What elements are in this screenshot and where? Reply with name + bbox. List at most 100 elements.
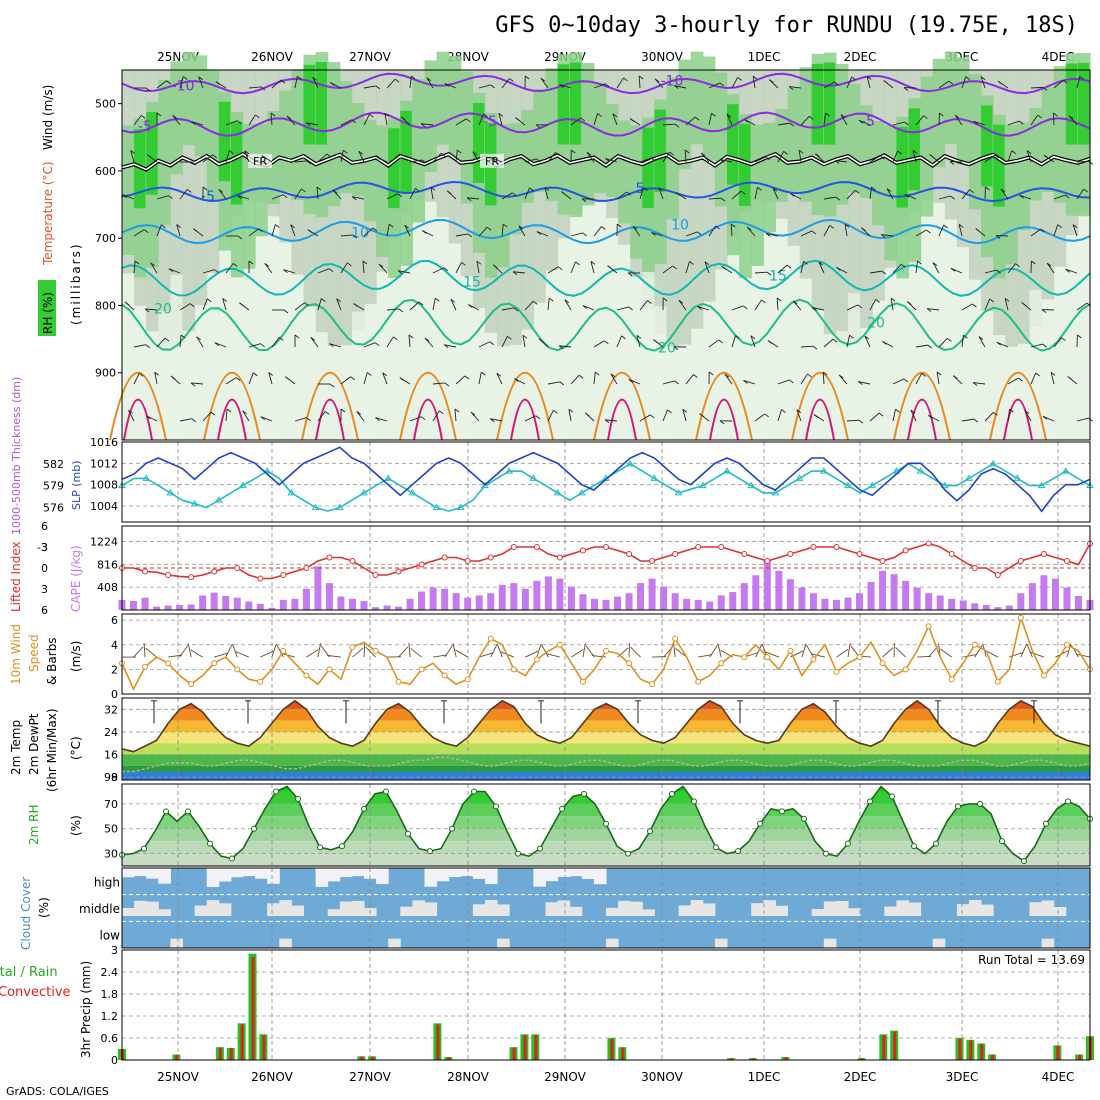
upper-wind-barb-flag: [466, 197, 472, 202]
upper-wind-barb-flag: [798, 149, 804, 154]
upper-wind-barb-flag: [582, 232, 587, 237]
upper-wind-barb-flag: [718, 339, 723, 344]
cape-bar: [786, 579, 794, 610]
rh-line-marker: [801, 815, 807, 822]
upper-wind-barb: [752, 76, 756, 89]
upper-wind-barb: [750, 335, 756, 348]
upper-wind-barb-flag: [166, 80, 171, 85]
warm-contour: [203, 372, 261, 441]
rh-band-green: [606, 104, 619, 197]
upper-wind-barb-flag: [720, 197, 726, 202]
warm-contour: [593, 372, 651, 441]
high-cloud-gap: [364, 868, 377, 879]
upper-wind-barb: [306, 122, 319, 126]
precip-tick: 2.4: [101, 966, 119, 979]
upper-wind-barb: [996, 341, 1009, 348]
upper-wind-barb-flag: [374, 342, 380, 347]
thickness-line-marker: [965, 474, 973, 481]
warm-contour: [399, 372, 457, 441]
upper-wind-barb-flag: [1042, 343, 1047, 348]
upper-wind-barb: [384, 113, 388, 126]
upper-wind-barb-flag: [507, 335, 512, 340]
upper-wind-barb: [444, 344, 457, 348]
upper-wind-barb-flag: [237, 195, 242, 200]
upper-frame: [121, 69, 1091, 441]
upper-wind-barb-flag: [340, 408, 346, 413]
thickness-line-marker: [819, 467, 828, 474]
upper-wind-barb: [616, 191, 627, 200]
cape-bar: [671, 593, 679, 610]
upper-wind-barb-flag: [605, 83, 610, 88]
cape-bar: [314, 566, 322, 610]
upper-wind-barb-flag: [196, 336, 201, 341]
upper-wind-barb-flag: [578, 374, 584, 379]
thickness-line-marker: [384, 474, 393, 481]
upper-wind-barb-flag: [650, 414, 655, 419]
upper-wind-barb-flag: [1019, 194, 1024, 199]
upper-wind-barb: [432, 298, 436, 311]
upper-wind-barb: [754, 271, 768, 274]
upper-wind-barb-flag: [512, 271, 518, 276]
contour-label: -10: [172, 78, 195, 94]
wind10-barbs-label: & Barbs: [45, 637, 59, 685]
rh-plume: [364, 342, 377, 440]
cloud-label: Cloud Cover: [19, 877, 33, 950]
low-cloud-gap: [606, 938, 619, 948]
upper-wind-barb-flag: [310, 337, 316, 341]
upper-wind-barb: [244, 150, 250, 163]
wind10-speed-line-marker: [603, 647, 609, 654]
upper-wind-barb: [776, 297, 779, 311]
upper-wind-barb-flag: [926, 229, 931, 234]
rh-line-marker: [823, 850, 829, 857]
upper-wind-barb-flag: [871, 186, 876, 191]
upper-wind-barb: [950, 267, 963, 274]
wind10-speed-line-marker: [142, 663, 149, 670]
upper-wind-barb-flag: [336, 298, 341, 303]
upper-wind-barb-flag: [275, 224, 280, 228]
upper-wind-barb: [915, 115, 924, 126]
upper-wind-barb-flag: [811, 230, 817, 235]
wind10-unit: (m/s): [69, 641, 83, 672]
middle-cloud-gap: [690, 900, 704, 916]
upper-wind-barb-flag: [548, 297, 554, 302]
upper-wind-barb: [478, 372, 482, 385]
upper-wind-barb-flag: [903, 87, 909, 91]
upper-wind-barb: [685, 261, 690, 274]
cape-bar: [176, 604, 184, 610]
wind10-speed-line-marker: [211, 660, 218, 667]
high-cloud-gap: [545, 868, 559, 882]
upper-wind-barb: [754, 413, 765, 422]
pressure-tick: 500: [95, 98, 116, 111]
upper-wind-barb: [501, 192, 513, 200]
upper-wind-barb-flag: [636, 335, 642, 339]
upper-wind-barb: [938, 195, 951, 200]
high-cloud-gap: [581, 868, 595, 880]
upper-wind-barb: [840, 114, 848, 126]
upper-wind-barb-flag: [975, 228, 980, 232]
wind10-label: 10m Wind: [9, 624, 23, 685]
contour-label: -5: [138, 119, 152, 135]
upper-wind-barb: [1076, 160, 1090, 163]
millibars-label: (millibars): [69, 242, 83, 325]
upper-wind-barb: [570, 374, 580, 385]
middle-cloud-gap: [497, 904, 510, 916]
upper-wind-barb-flag: [897, 150, 902, 155]
upper-wind-barb-flag: [509, 78, 514, 82]
upper-wind-barb: [455, 233, 468, 237]
upper-wind-barb-flag: [282, 194, 288, 199]
upper-wind-barb-flag: [470, 411, 476, 416]
lifted-index-line-marker: [188, 574, 195, 581]
rh-band-green: [255, 123, 268, 237]
upper-wind-barb-flag: [880, 234, 886, 238]
rh-band-green: [969, 73, 982, 210]
rh-line-marker: [449, 825, 455, 832]
upper-wind-barb-flag: [248, 260, 254, 265]
upper-panel-labels: Temperature (°C) Wind (m/s) RH (%) (mill…: [38, 85, 83, 336]
rh-band-bright: [811, 63, 824, 145]
upper-wind-barb: [202, 411, 212, 422]
thickness-tick: 579: [43, 480, 64, 493]
upper-wind-barb-flag: [559, 84, 564, 88]
upper-wind-barb: [409, 301, 420, 311]
pressure-tick: 700: [95, 232, 116, 245]
upper-wind-barb: [961, 418, 974, 422]
